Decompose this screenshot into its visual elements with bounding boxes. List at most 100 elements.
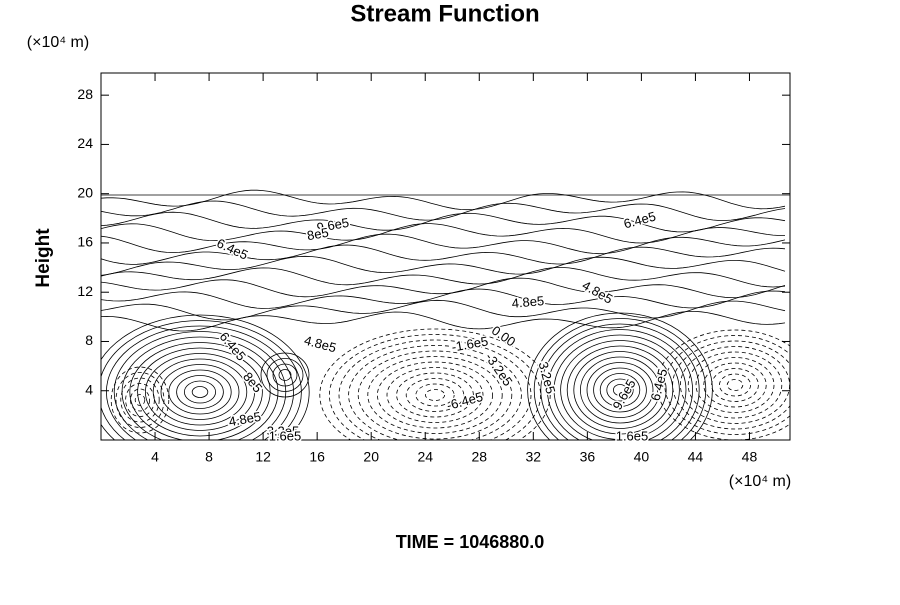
contour — [711, 368, 759, 402]
contour — [101, 299, 786, 321]
contour-label: 1.6e5 — [616, 428, 649, 443]
contour-label: 4.8e5 — [303, 333, 338, 356]
contour-label: 3.2e5 — [536, 360, 559, 395]
contour-label: -1.6e5 — [450, 333, 489, 354]
contour — [101, 200, 786, 221]
contour — [101, 223, 785, 244]
contour — [101, 277, 786, 299]
contour — [101, 311, 786, 332]
contour — [599, 373, 641, 407]
contour — [664, 335, 790, 435]
contour — [695, 357, 775, 413]
footer: TIME = 1046880.0 — [396, 532, 545, 552]
contour — [424, 389, 445, 401]
x-tick-label: 24 — [417, 449, 433, 465]
plot-frame — [100, 72, 791, 441]
contour — [606, 378, 634, 402]
contour — [101, 267, 786, 288]
contour — [101, 320, 302, 440]
contour — [329, 334, 541, 440]
contour — [613, 384, 628, 396]
contour — [144, 353, 255, 431]
y-tick-label: 16 — [77, 234, 93, 250]
contour — [110, 366, 170, 434]
contour — [687, 351, 783, 419]
contour — [348, 345, 522, 440]
chart-title: Stream Function — [350, 0, 539, 27]
contour-label: 8e5 — [306, 225, 330, 244]
y-tick-label: 20 — [77, 184, 93, 200]
contour-label: 4.8e5 — [580, 277, 616, 306]
contour — [101, 211, 786, 233]
x-tick-label: 16 — [309, 449, 325, 465]
contour — [191, 386, 209, 398]
contour — [101, 189, 786, 211]
contour-label: 4.8e5 — [511, 293, 545, 311]
x-tick-label: 40 — [634, 449, 650, 465]
x-tick-label: 8 — [205, 449, 213, 465]
x-tick-label: 36 — [580, 449, 596, 465]
x-tick-label: 44 — [688, 449, 704, 465]
contour-label: 9.6e5 — [315, 215, 350, 235]
contour — [152, 358, 248, 426]
contour — [547, 329, 693, 440]
y-tick-label: 24 — [77, 135, 93, 151]
y-tick-label: 12 — [77, 283, 93, 299]
contour — [106, 325, 294, 440]
x-tick-label: 20 — [363, 449, 379, 465]
contour — [593, 367, 647, 413]
contour — [319, 328, 551, 440]
contour — [573, 351, 667, 429]
contour — [272, 363, 298, 387]
contour-label: 0.00 — [489, 323, 518, 350]
contour — [405, 378, 465, 412]
y-label: Height — [33, 228, 54, 288]
contour — [137, 347, 263, 437]
contour — [168, 369, 232, 415]
contour — [125, 383, 155, 417]
y-tick-label: 28 — [77, 86, 93, 102]
contour-label: 6.4e5 — [215, 235, 251, 262]
contour — [101, 255, 786, 276]
contour — [672, 340, 790, 430]
contour — [656, 329, 790, 440]
contour — [540, 323, 700, 440]
y-tick-label: 8 — [85, 332, 93, 348]
contour — [101, 288, 786, 309]
y-unit: (×10⁴ m) — [27, 34, 89, 51]
contour-label: 4.8e5 — [227, 409, 262, 429]
contour — [160, 364, 240, 420]
contour — [278, 369, 292, 381]
contour — [553, 334, 687, 440]
x-tick-label: 4 — [151, 449, 159, 465]
contour — [357, 350, 513, 440]
contour — [719, 373, 752, 397]
contour — [266, 358, 304, 392]
contour-label: 8e5 — [240, 369, 265, 395]
contour — [101, 244, 786, 265]
contour — [176, 375, 224, 409]
contour — [703, 362, 767, 408]
contour — [101, 233, 786, 255]
contour — [726, 379, 744, 391]
contour-label: 1.6e5 — [269, 428, 302, 443]
contour — [586, 362, 654, 418]
x-tick-label: 32 — [526, 449, 542, 465]
contour — [367, 356, 503, 434]
contour-label: 9.6e5 — [609, 377, 638, 413]
contour — [260, 352, 310, 398]
x-tick-label: 48 — [742, 449, 758, 465]
y-tick-label: 4 — [85, 381, 93, 397]
contour — [580, 356, 661, 424]
contour — [376, 361, 493, 429]
contour — [396, 372, 474, 418]
contour — [120, 377, 160, 423]
contour — [533, 318, 707, 440]
contour — [129, 342, 271, 440]
x-unit: (×10⁴ m) — [729, 473, 791, 490]
x-tick-label: 28 — [471, 449, 487, 465]
contour — [134, 394, 146, 406]
contour — [183, 380, 216, 404]
contour — [129, 388, 150, 412]
